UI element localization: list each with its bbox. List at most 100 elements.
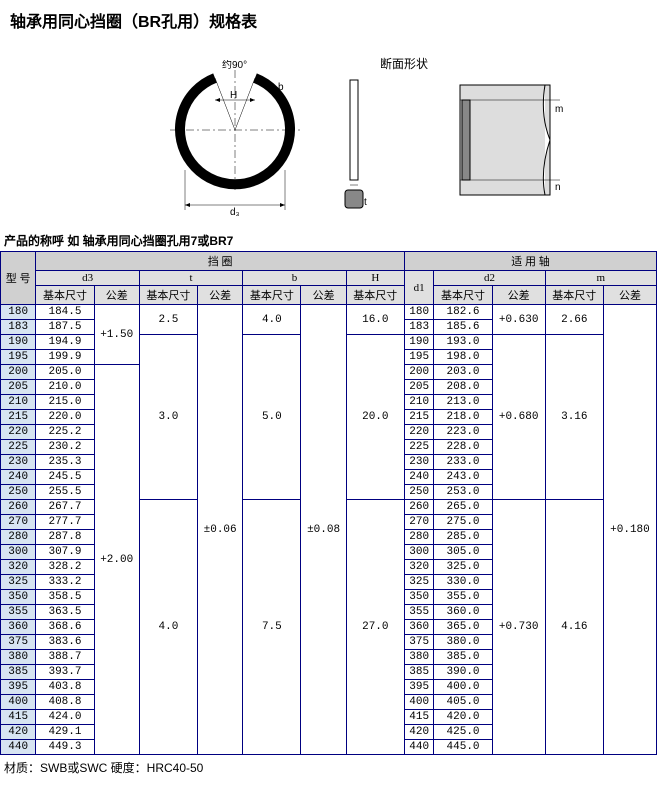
svg-text:b: b: [278, 82, 284, 93]
cell-d3: 225.2: [36, 425, 94, 440]
col-t: t: [139, 271, 242, 286]
cell-id: 325: [1, 575, 36, 590]
cell-b-tol: ±0.08: [301, 305, 346, 755]
cell-d1: 230: [404, 455, 433, 470]
col-t-basic: 基本尺寸: [139, 286, 197, 305]
cell-id: 215: [1, 410, 36, 425]
cell-d1: 280: [404, 530, 433, 545]
cell-d2: 203.0: [434, 365, 492, 380]
cell-d2: 233.0: [434, 455, 492, 470]
cell-id: 210: [1, 395, 36, 410]
cell-d3: 383.6: [36, 635, 94, 650]
svg-text:H: H: [230, 90, 237, 101]
cell-d1: 225: [404, 440, 433, 455]
cell-d1: 325: [404, 575, 433, 590]
cell-id: 180: [1, 305, 36, 320]
cell-d2: 182.6: [434, 305, 492, 320]
cell-id: 350: [1, 590, 36, 605]
diagram-area: 约90° H b d₃ 断面形状 t m: [0, 40, 657, 230]
cell-d3: 220.0: [36, 410, 94, 425]
spec-table: 型 号 挡 圈 适 用 轴 d3 t b H d1 d2 m 基本尺寸 公差 基…: [0, 251, 657, 755]
cell-d3: 408.8: [36, 695, 94, 710]
col-ring: 挡 圈: [36, 252, 405, 271]
cell-t: 4.0: [139, 500, 197, 755]
cell-d1: 220: [404, 425, 433, 440]
cell-d1: 355: [404, 605, 433, 620]
cell-id: 395: [1, 680, 36, 695]
cell-d3-tol: +2.00: [94, 365, 139, 755]
cell-d1: 385: [404, 665, 433, 680]
cell-d2: 305.0: [434, 545, 492, 560]
cell-d3: 210.0: [36, 380, 94, 395]
cell-d1: 240: [404, 470, 433, 485]
col-d2: d2: [434, 271, 545, 286]
cell-id: 240: [1, 470, 36, 485]
cell-d1: 400: [404, 695, 433, 710]
cell-d2: 380.0: [434, 635, 492, 650]
cell-d1: 350: [404, 590, 433, 605]
cell-d1: 210: [404, 395, 433, 410]
approx-label: 约90°: [222, 60, 247, 71]
cross-section-2: m n: [450, 70, 570, 223]
cell-d3: 393.7: [36, 665, 94, 680]
cell-d3: 245.5: [36, 470, 94, 485]
material-note: 材质：SWB或SWC 硬度：HRC40-50: [0, 755, 657, 780]
cell-d2: 355.0: [434, 590, 492, 605]
cell-d3: 358.5: [36, 590, 94, 605]
cell-d1: 260: [404, 500, 433, 515]
cell-d2: 208.0: [434, 380, 492, 395]
cell-d1: 395: [404, 680, 433, 695]
col-m-basic: 基本尺寸: [545, 286, 603, 305]
cell-d2: 445.0: [434, 740, 492, 755]
cell-d1: 250: [404, 485, 433, 500]
cell-d2: 285.0: [434, 530, 492, 545]
cell-m: 3.16: [545, 335, 603, 500]
cell-id: 380: [1, 650, 36, 665]
cell-d3: 333.2: [36, 575, 94, 590]
cell-t: 3.0: [139, 335, 197, 500]
col-d3-basic: 基本尺寸: [36, 286, 94, 305]
cell-d1: 380: [404, 650, 433, 665]
cell-d3: 230.2: [36, 440, 94, 455]
cell-id: 400: [1, 695, 36, 710]
cell-d3: 328.2: [36, 560, 94, 575]
cell-d1: 300: [404, 545, 433, 560]
cell-d2: 365.0: [434, 620, 492, 635]
cell-d1: 195: [404, 350, 433, 365]
cell-d3: 449.3: [36, 740, 94, 755]
cell-id: 420: [1, 725, 36, 740]
cell-d3: 287.8: [36, 530, 94, 545]
col-b: b: [243, 271, 346, 286]
cell-id: 183: [1, 320, 36, 335]
col-d3-tol: 公差: [94, 286, 139, 305]
cell-m-tol: +0.180: [603, 305, 656, 755]
cell-d2: 213.0: [434, 395, 492, 410]
cell-id: 385: [1, 665, 36, 680]
cell-d1: 270: [404, 515, 433, 530]
col-H: H: [346, 271, 404, 286]
cell-b: 5.0: [243, 335, 301, 500]
cell-d2: 185.6: [434, 320, 492, 335]
col-d2-basic: 基本尺寸: [434, 286, 492, 305]
cell-d3: 368.6: [36, 620, 94, 635]
cell-d3: 194.9: [36, 335, 94, 350]
cell-id: 250: [1, 485, 36, 500]
svg-text:m: m: [555, 104, 563, 115]
cell-d3: 255.5: [36, 485, 94, 500]
cell-d3-tol: +1.50: [94, 305, 139, 365]
cell-d2: 223.0: [434, 425, 492, 440]
cell-id: 205: [1, 380, 36, 395]
cell-d2: 275.0: [434, 515, 492, 530]
cell-d1: 205: [404, 380, 433, 395]
cell-id: 220: [1, 425, 36, 440]
cell-d1: 200: [404, 365, 433, 380]
cell-d3: 184.5: [36, 305, 94, 320]
cell-d3: 199.9: [36, 350, 94, 365]
cell-d1: 320: [404, 560, 433, 575]
cell-d2: 198.0: [434, 350, 492, 365]
col-m-tol: 公差: [603, 286, 656, 305]
cell-d3: 429.1: [36, 725, 94, 740]
cell-d3: 403.8: [36, 680, 94, 695]
cell-d2: 243.0: [434, 470, 492, 485]
cell-d2: 400.0: [434, 680, 492, 695]
